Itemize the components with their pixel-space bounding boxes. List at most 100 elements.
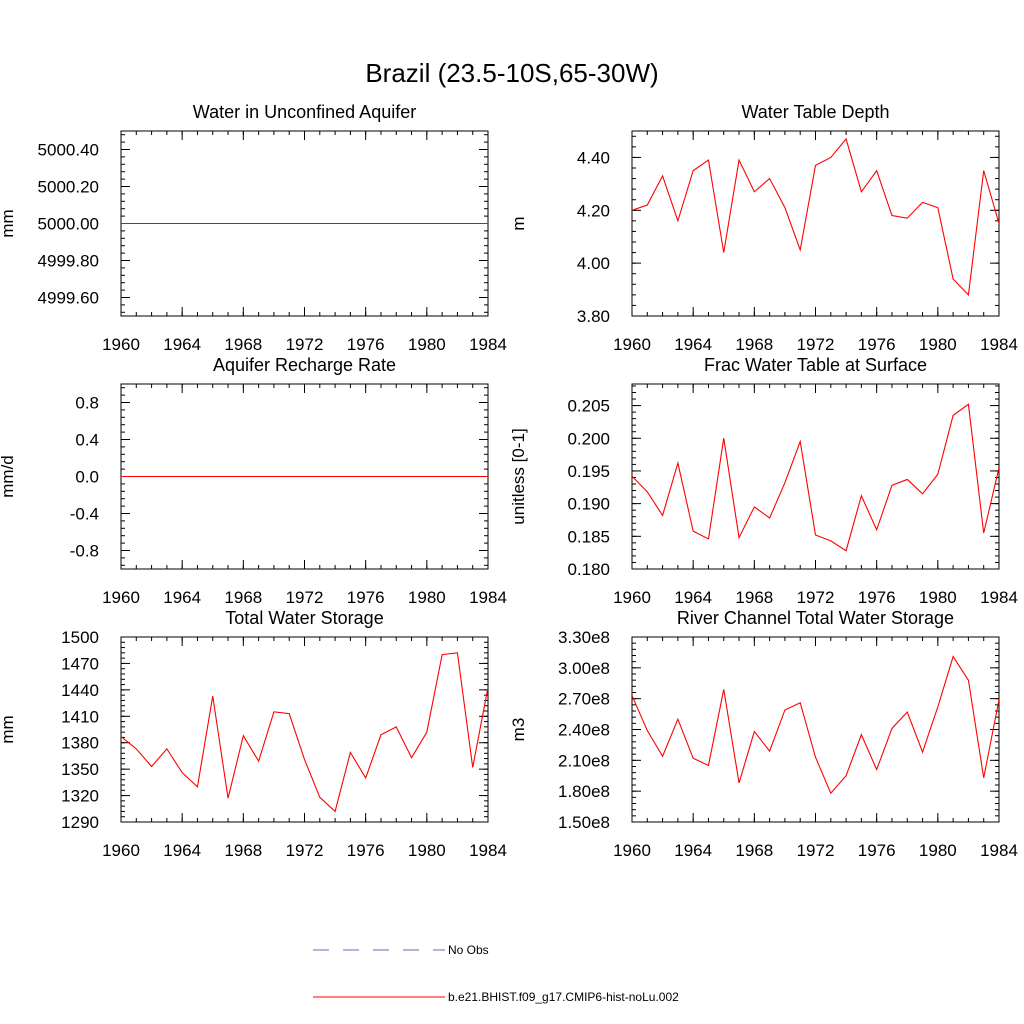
x-tick-label: 1972 bbox=[286, 841, 324, 860]
x-tick-label: 1968 bbox=[224, 335, 262, 354]
y-tick-label: 4.00 bbox=[577, 254, 610, 273]
x-tick-label: 1980 bbox=[919, 841, 957, 860]
x-tick-label: 1984 bbox=[469, 588, 507, 607]
x-tick-label: 1960 bbox=[102, 335, 140, 354]
panel-1: Water in Unconfined Aquifer 1960 1964 1968 1… bbox=[0, 102, 507, 354]
y-tick-label: 0.4 bbox=[75, 431, 99, 450]
series-line bbox=[632, 403, 999, 552]
x-tick-label: 1964 bbox=[674, 841, 712, 860]
figure-title: Brazil (23.5-10S,65-30W) bbox=[365, 58, 658, 88]
y-axis-label: mm bbox=[0, 209, 17, 237]
y-tick-label: 4999.60 bbox=[38, 289, 99, 308]
y-tick-label: 1350 bbox=[61, 760, 99, 779]
x-tick-label: 1960 bbox=[102, 588, 140, 607]
x-tick-label: 1964 bbox=[163, 335, 201, 354]
x-tick-label: 1968 bbox=[735, 588, 773, 607]
x-tick-label: 1972 bbox=[797, 335, 835, 354]
series-line bbox=[632, 655, 999, 795]
series-line bbox=[632, 137, 999, 297]
panels: Water in Unconfined Aquifer 1960 1964 1968 1… bbox=[0, 102, 1018, 860]
plot-frame bbox=[631, 130, 1000, 317]
panel-title: Frac Water Table at Surface bbox=[704, 355, 927, 375]
panel-title: Water Table Depth bbox=[741, 102, 889, 122]
x-tick-label: 1972 bbox=[797, 588, 835, 607]
panel-5: Total Water Storage 1960 1964 1968 1972 1976 1… bbox=[0, 608, 507, 860]
x-tick-label: 1976 bbox=[347, 841, 385, 860]
y-tick-label: 0.190 bbox=[567, 495, 610, 514]
y-tick-label: 5000.40 bbox=[38, 141, 99, 160]
panel-title: Aquifer Recharge Rate bbox=[213, 355, 396, 375]
x-tick-label: 1968 bbox=[735, 335, 773, 354]
x-tick-label: 1976 bbox=[858, 841, 896, 860]
x-tick-label: 1960 bbox=[613, 335, 651, 354]
y-tick-label: 4.20 bbox=[577, 201, 610, 220]
x-tick-label: 1976 bbox=[347, 335, 385, 354]
y-axis-label: mm/d bbox=[0, 455, 17, 498]
legend-label: b.e21.BHIST.f09_g17.CMIP6-hist-noLu.002 bbox=[448, 990, 679, 1004]
x-tick-label: 1984 bbox=[980, 588, 1018, 607]
x-tick-label: 1980 bbox=[919, 335, 957, 354]
legend-label: No Obs bbox=[448, 943, 489, 957]
x-tick-label: 1964 bbox=[163, 841, 201, 860]
x-tick-label: 1972 bbox=[797, 841, 835, 860]
y-tick-label: 0.185 bbox=[567, 527, 610, 546]
x-tick-label: 1972 bbox=[286, 335, 324, 354]
x-tick-label: 1984 bbox=[469, 335, 507, 354]
y-tick-label: 2.40e8 bbox=[558, 721, 610, 740]
y-tick-label: 1.80e8 bbox=[558, 782, 610, 801]
y-tick-label: 3.80 bbox=[577, 307, 610, 326]
y-tick-label: 4.40 bbox=[577, 148, 610, 167]
x-tick-label: 1960 bbox=[613, 588, 651, 607]
y-tick-label: 3.00e8 bbox=[558, 659, 610, 678]
y-tick-label: 2.10e8 bbox=[558, 751, 610, 770]
y-tick-label: 1290 bbox=[61, 813, 99, 832]
x-tick-label: 1976 bbox=[347, 588, 385, 607]
y-tick-label: 0.195 bbox=[567, 462, 610, 481]
y-tick-label: 0.8 bbox=[75, 394, 99, 413]
plot-frame bbox=[631, 383, 1000, 570]
x-tick-label: 1968 bbox=[224, 588, 262, 607]
x-tick-label: 1980 bbox=[408, 841, 446, 860]
y-axis-label: mm bbox=[0, 715, 17, 743]
x-tick-label: 1964 bbox=[674, 588, 712, 607]
plot-frame bbox=[631, 636, 1000, 823]
y-tick-label: -0.4 bbox=[70, 505, 99, 524]
y-tick-label: 1380 bbox=[61, 734, 99, 753]
y-tick-label: 5000.20 bbox=[38, 178, 99, 197]
y-tick-label: 0.205 bbox=[567, 397, 610, 416]
y-tick-label: 1440 bbox=[61, 681, 99, 700]
x-tick-label: 1964 bbox=[163, 588, 201, 607]
x-tick-label: 1968 bbox=[224, 841, 262, 860]
panel-4: Frac Water Table at Surface 1960 1964 1968 1… bbox=[509, 355, 1018, 607]
y-tick-label: 1500 bbox=[61, 628, 99, 647]
y-tick-label: 1470 bbox=[61, 654, 99, 673]
y-tick-label: 3.30e8 bbox=[558, 628, 610, 647]
panel-2: Water Table Depth 1960 1964 1968 1972 1976 198… bbox=[509, 102, 1018, 354]
x-tick-label: 1972 bbox=[286, 588, 324, 607]
panel-title: Total Water Storage bbox=[225, 608, 383, 628]
y-tick-label: 0.200 bbox=[567, 429, 610, 448]
x-tick-label: 1984 bbox=[469, 841, 507, 860]
x-tick-label: 1960 bbox=[102, 841, 140, 860]
y-axis-label: m bbox=[509, 216, 528, 230]
plot-frame bbox=[120, 636, 489, 823]
y-tick-label: 5000.00 bbox=[38, 215, 99, 234]
x-tick-label: 1976 bbox=[858, 588, 896, 607]
series-line bbox=[121, 652, 488, 813]
x-tick-label: 1964 bbox=[674, 335, 712, 354]
panel-3: Aquifer Recharge Rate 1960 1964 1968 1972 197… bbox=[0, 355, 507, 607]
y-axis-label: m3 bbox=[509, 718, 528, 742]
y-tick-label: -0.8 bbox=[70, 542, 99, 561]
panel-title: River Channel Total Water Storage bbox=[677, 608, 954, 628]
x-tick-label: 1976 bbox=[858, 335, 896, 354]
legend-entry: No Obs bbox=[313, 943, 489, 957]
y-axis-label: unitless [0-1] bbox=[509, 428, 528, 524]
x-tick-label: 1968 bbox=[735, 841, 773, 860]
y-tick-label: 1320 bbox=[61, 787, 99, 806]
x-tick-label: 1960 bbox=[613, 841, 651, 860]
y-tick-label: 1.50e8 bbox=[558, 813, 610, 832]
x-tick-label: 1980 bbox=[408, 588, 446, 607]
panel-title: Water in Unconfined Aquifer bbox=[193, 102, 416, 122]
panel-6: River Channel Total Water Storage 1960 196… bbox=[509, 608, 1018, 860]
